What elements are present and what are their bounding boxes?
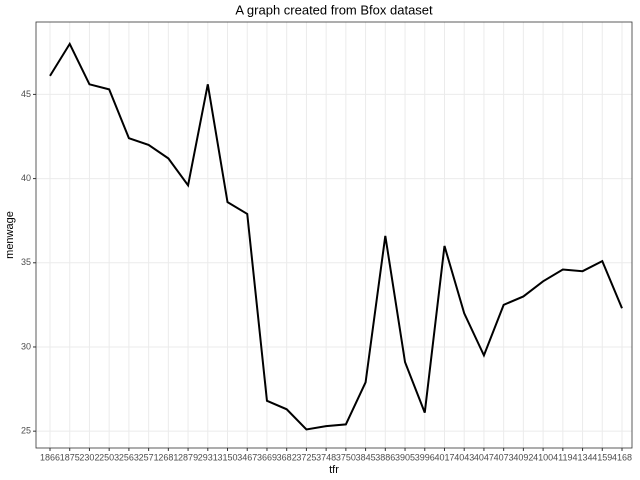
x-tick-label: 4043 (454, 452, 474, 462)
x-tick-label: 3725 (296, 452, 316, 462)
y-tick-label: 25 (21, 426, 31, 436)
x-tick-label: 1866 (40, 452, 60, 462)
y-tick-label: 35 (21, 257, 31, 267)
y-tick-label: 45 (21, 89, 31, 99)
x-tick-label: 3905 (395, 452, 415, 462)
x-axis-label: tfr (329, 464, 339, 476)
x-tick-label: 4159 (592, 452, 612, 462)
x-tick-label: 3150 (218, 452, 238, 462)
x-tick-label: 3682 (277, 452, 297, 462)
x-tick-label: 3748 (316, 452, 336, 462)
x-tick-label: 3845 (356, 452, 376, 462)
x-tick-label: 4092 (513, 452, 533, 462)
x-tick-label: 2563 (119, 452, 139, 462)
x-tick-label: 4168 (612, 452, 632, 462)
y-tick-label: 40 (21, 173, 31, 183)
x-tick-label: 4119 (553, 452, 572, 462)
plot-border (35, 21, 633, 449)
x-tick-label: 4073 (494, 452, 514, 462)
x-tick-label: 3750 (336, 452, 356, 462)
x-tick-label: 4017 (434, 452, 454, 462)
x-tick-label: 3669 (257, 452, 277, 462)
x-tick-label: 3996 (415, 452, 435, 462)
x-tick-label: 3886 (375, 452, 395, 462)
x-tick-label: 2681 (158, 452, 178, 462)
chart-title: A graph created from Bfox dataset (235, 2, 433, 17)
x-tick-label: 2931 (198, 452, 218, 462)
x-tick-label: 4134 (573, 452, 593, 462)
line (49, 41, 623, 431)
x-tick-label: 2302 (79, 452, 99, 462)
x-tick-label: 2571 (139, 452, 159, 462)
x-tick-label: 4047 (474, 452, 494, 462)
y-tick-label: 30 (21, 341, 31, 351)
x-tick-label: 1875 (60, 452, 80, 462)
x-tick-label: 2879 (178, 452, 198, 462)
x-tick-label: 4100 (533, 452, 553, 462)
y-axis-label: menwage (4, 211, 16, 259)
x-tick-label: 3467 (237, 452, 257, 462)
x-tick-label: 2503 (99, 452, 119, 462)
